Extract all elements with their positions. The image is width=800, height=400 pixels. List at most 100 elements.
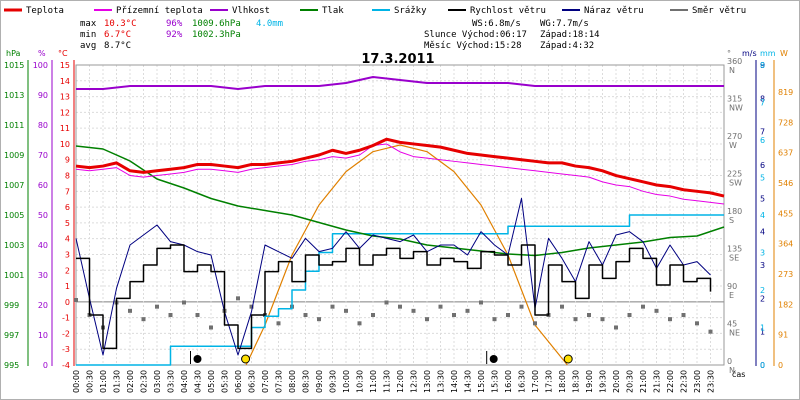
moon-rise-info: Měsíc Východ:15:28 <box>424 41 522 51</box>
stats-block: max 10.3°C 96% 1009.6hPa 4.0mm min 6.7°C… <box>80 19 283 51</box>
time-tick-label: 00:00 <box>72 370 81 393</box>
ms-tick-label: 0 <box>760 361 765 370</box>
temp-tick-label: 14 <box>60 77 70 86</box>
unit-ms: m/s <box>742 49 757 58</box>
ms-tick-label: 7 <box>760 128 765 137</box>
unit-time: čas <box>732 369 745 379</box>
wind-direction-point <box>74 298 78 302</box>
unit-temp: °C <box>58 49 68 58</box>
wind-direction-point <box>371 313 375 317</box>
hpa-tick-label: 1001 <box>4 271 24 280</box>
time-tick-label: 14:30 <box>464 370 473 393</box>
hpa-tick-label: 1011 <box>4 121 24 130</box>
w-tick-label: 273 <box>778 270 793 279</box>
wind-direction-point <box>668 317 672 322</box>
time-tick-label: 12:00 <box>396 370 405 393</box>
time-tick-label: 03:00 <box>153 370 162 393</box>
sun-rise-info: Slunce Východ:06:17 <box>424 30 527 40</box>
hpa-tick-label: 999 <box>4 301 19 310</box>
ms-tick-label: 8 <box>760 94 765 103</box>
temperature-line <box>75 137 725 198</box>
temp-tick-label: 10 <box>60 140 70 149</box>
legend-label-smer-vetru: Směr větru <box>692 6 746 16</box>
time-tick-label: 00:30 <box>86 370 95 393</box>
temp-tick-label: 11 <box>60 124 70 133</box>
direction-tick-label: N <box>729 66 735 75</box>
mm-tick-label: 1 <box>760 324 765 333</box>
time-tick-label: 06:30 <box>248 370 257 393</box>
legend-label-prizemni-teplota: Přízemní teplota <box>116 6 203 16</box>
time-tick-label: 03:30 <box>167 370 176 393</box>
time-tick-label: 15:00 <box>477 370 486 393</box>
direction-tick-label: S <box>729 216 734 225</box>
time-tick-label: 16:00 <box>504 370 513 393</box>
sun-set-info: Západ:18:14 <box>540 30 600 40</box>
stat-rain: 4.0mm <box>256 19 283 29</box>
w-tick-label: 728 <box>778 118 793 127</box>
unit-hpa: hPa <box>6 49 21 58</box>
time-tick-label: 07:30 <box>275 370 284 393</box>
pct-tick-label: 0 <box>43 361 48 370</box>
time-tick-label: 23:00 <box>693 370 702 393</box>
wind-gust-stat: WG:7.7m/s <box>540 19 589 29</box>
mm-tick-label: 5 <box>760 174 765 183</box>
mm-tick-label: 3 <box>760 249 765 258</box>
time-tick-label: 21:00 <box>639 370 648 393</box>
direction-tick-label: SW <box>729 179 742 188</box>
time-tick-label: 13:30 <box>437 370 446 393</box>
temp-tick-label: -4 <box>62 361 70 370</box>
moonrise-icon <box>489 355 498 363</box>
hpa-tick-label: 1003 <box>4 241 24 250</box>
wind-direction-point <box>654 308 659 313</box>
direction-tick-label: W <box>729 141 737 150</box>
ms-tick-label: 6 <box>760 161 765 170</box>
pct-tick-label: 100 <box>33 61 48 70</box>
wind-direction-point <box>317 317 321 322</box>
stat-avg-label: avg <box>80 41 96 51</box>
ms-tick-label: 5 <box>760 194 765 203</box>
legend-label-teplota: Teplota <box>26 6 64 16</box>
direction-tick-label: NW <box>729 104 743 113</box>
mm-tick-label: 7 <box>760 99 765 108</box>
wind-direction-point <box>141 317 146 322</box>
w-tick-label: 455 <box>778 209 793 218</box>
time-tick-label: 21:30 <box>653 370 662 393</box>
ms-tick-label: 1 <box>760 328 765 337</box>
pct-tick-label: 70 <box>38 151 48 160</box>
time-tick-label: 15:30 <box>491 370 500 393</box>
time-tick-label: 05:30 <box>221 370 230 393</box>
unit-pct: % <box>38 49 46 58</box>
legend-label-tlak: Tlak <box>322 6 344 16</box>
time-tick-label: 19:00 <box>585 370 594 393</box>
pct-tick-label: 30 <box>38 271 48 280</box>
wind-speed-stat: WS:6.8m/s <box>472 19 521 29</box>
w-tick-label: 0 <box>778 361 783 370</box>
ms-tick-label: 9 <box>760 61 765 70</box>
deg-tick-label: 180 <box>727 207 742 216</box>
wind-direction-point <box>168 313 173 317</box>
time-tick-label: 04:30 <box>194 370 203 393</box>
time-tick-label: 23:30 <box>707 370 716 393</box>
w-tick-label: 637 <box>778 149 793 158</box>
wind-direction-point <box>600 317 605 322</box>
wind-direction-point <box>303 313 308 317</box>
hpa-tick-label: 1007 <box>4 181 24 190</box>
wind-direction-point <box>479 300 483 305</box>
wind-info: WS:6.8m/s WG:7.7m/s Slunce Východ:06:17 … <box>424 19 600 51</box>
hpa-tick-label: 1015 <box>4 61 24 70</box>
wind-direction-point <box>573 317 578 322</box>
pct-tick-label: 20 <box>38 301 48 310</box>
temp-tick-label: 1 <box>65 282 70 291</box>
pct-tick-label: 80 <box>38 121 48 130</box>
wind-direction-point <box>465 308 470 313</box>
humidity-line <box>76 76 724 90</box>
wind-direction-point <box>519 304 524 309</box>
wind-direction-point <box>438 304 443 309</box>
temp-tick-label: 15 <box>60 61 70 70</box>
wind-speed-line <box>76 244 712 350</box>
time-tick-label: 08:00 <box>288 370 297 393</box>
time-tick-label: 06:00 <box>234 370 243 393</box>
ground-temperature-line <box>75 143 725 205</box>
